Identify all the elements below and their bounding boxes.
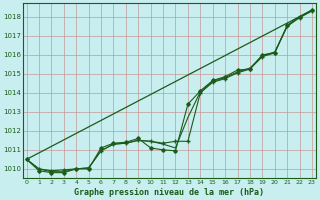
- X-axis label: Graphe pression niveau de la mer (hPa): Graphe pression niveau de la mer (hPa): [74, 188, 264, 197]
